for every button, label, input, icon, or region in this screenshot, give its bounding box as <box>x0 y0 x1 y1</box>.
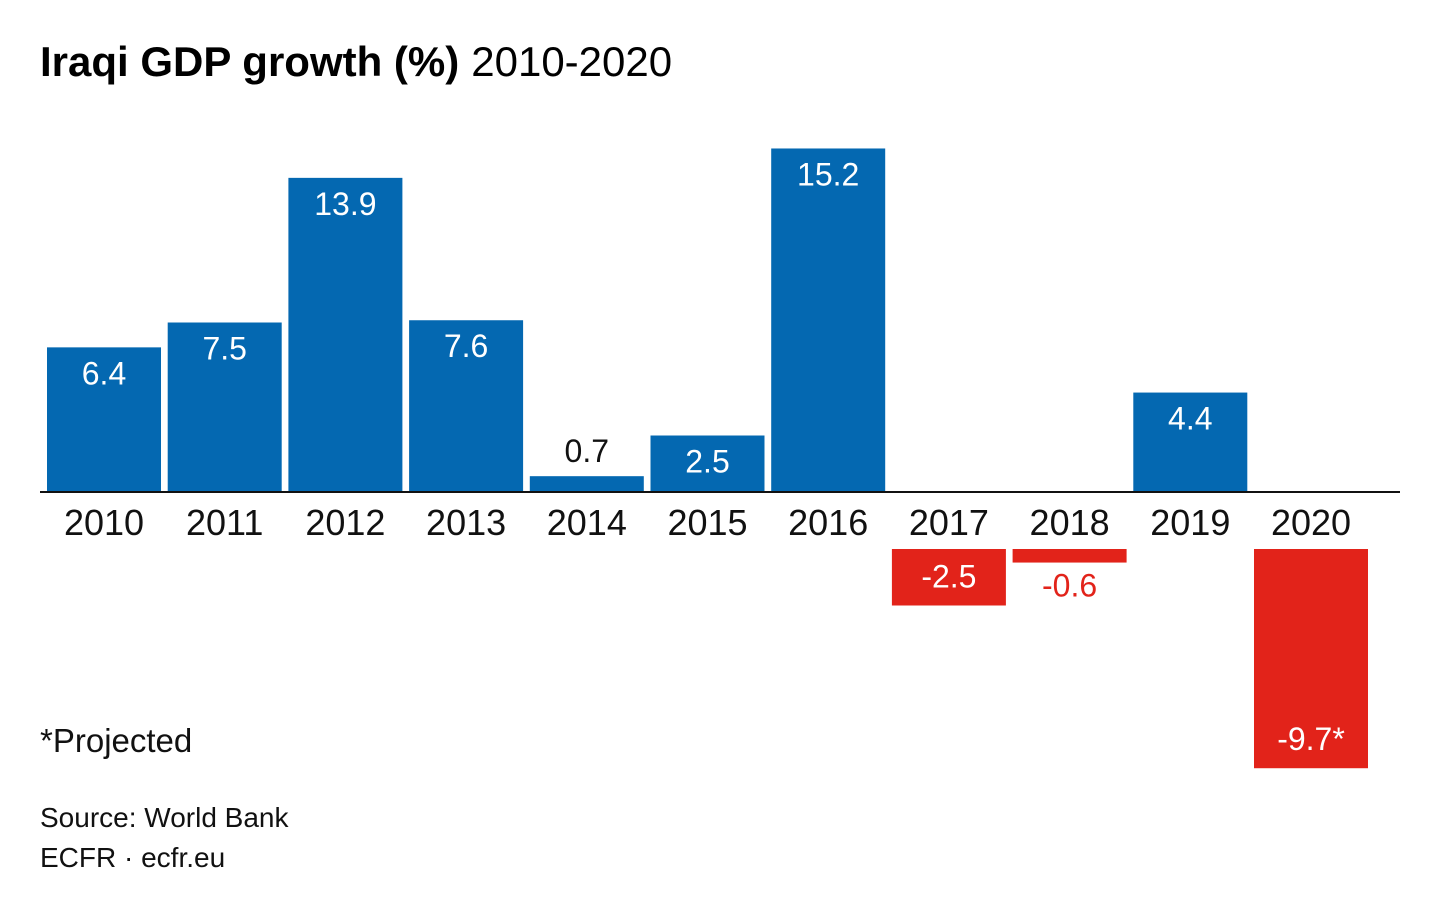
data-label-2017: -2.5 <box>921 559 976 595</box>
chart-title: Iraqi GDP growth (%) 2010-2020 <box>40 38 672 85</box>
data-label-2013: 7.6 <box>444 328 488 364</box>
x-tick-2012: 2012 <box>305 502 385 543</box>
x-tick-2013: 2013 <box>426 502 506 543</box>
projected-note: *Projected <box>40 722 193 759</box>
bars-group: 6.4 7.5 13.9 7.6 0.7 2.5 15.2 -2.5 -0.6 4.4 -9.7* <box>47 148 1368 769</box>
bar-2010 <box>47 347 161 492</box>
data-label-2020: -9.7* <box>1277 721 1345 757</box>
x-tick-2016: 2016 <box>788 502 868 543</box>
source-text: Source: World Bank <box>40 802 289 833</box>
chart-title-bold: Iraqi GDP growth (%) <box>40 38 459 85</box>
x-tick-2010: 2010 <box>64 502 144 543</box>
bar-2015 <box>650 435 765 492</box>
bar-2011 <box>167 322 282 492</box>
bar-2016 <box>771 148 886 493</box>
bar-2014 <box>529 476 644 492</box>
data-label-2016: 15.2 <box>797 156 859 192</box>
data-label-2019: 4.4 <box>1168 401 1212 437</box>
credit-text: ECFR · ecfr.eu <box>40 842 226 873</box>
x-tick-2014: 2014 <box>547 502 627 543</box>
x-tick-2020: 2020 <box>1271 502 1351 543</box>
data-label-2018: -0.6 <box>1042 568 1097 604</box>
x-tick-labels: 2010 2011 2012 2013 2014 2015 2016 2017 2018 2019… <box>64 502 1351 543</box>
x-tick-2018: 2018 <box>1030 502 1110 543</box>
x-tick-2011: 2011 <box>186 502 263 543</box>
chart-title-years: 2010-2020 <box>471 38 672 85</box>
x-tick-2019: 2019 <box>1150 502 1230 543</box>
data-label-2011: 7.5 <box>202 331 246 367</box>
bar-2019 <box>1133 392 1248 492</box>
bar-2020 <box>1254 549 1368 769</box>
data-label-2010: 6.4 <box>82 355 126 391</box>
data-label-2015: 2.5 <box>685 444 729 480</box>
bar-2017 <box>891 549 1006 606</box>
bar-2018 <box>1012 549 1127 563</box>
bar-2012 <box>288 177 403 493</box>
x-tick-2017: 2017 <box>909 502 989 543</box>
bar-2013 <box>409 320 524 492</box>
x-tick-2015: 2015 <box>667 502 747 543</box>
data-label-2012: 13.9 <box>314 186 376 222</box>
data-label-2014: 0.7 <box>565 433 609 469</box>
